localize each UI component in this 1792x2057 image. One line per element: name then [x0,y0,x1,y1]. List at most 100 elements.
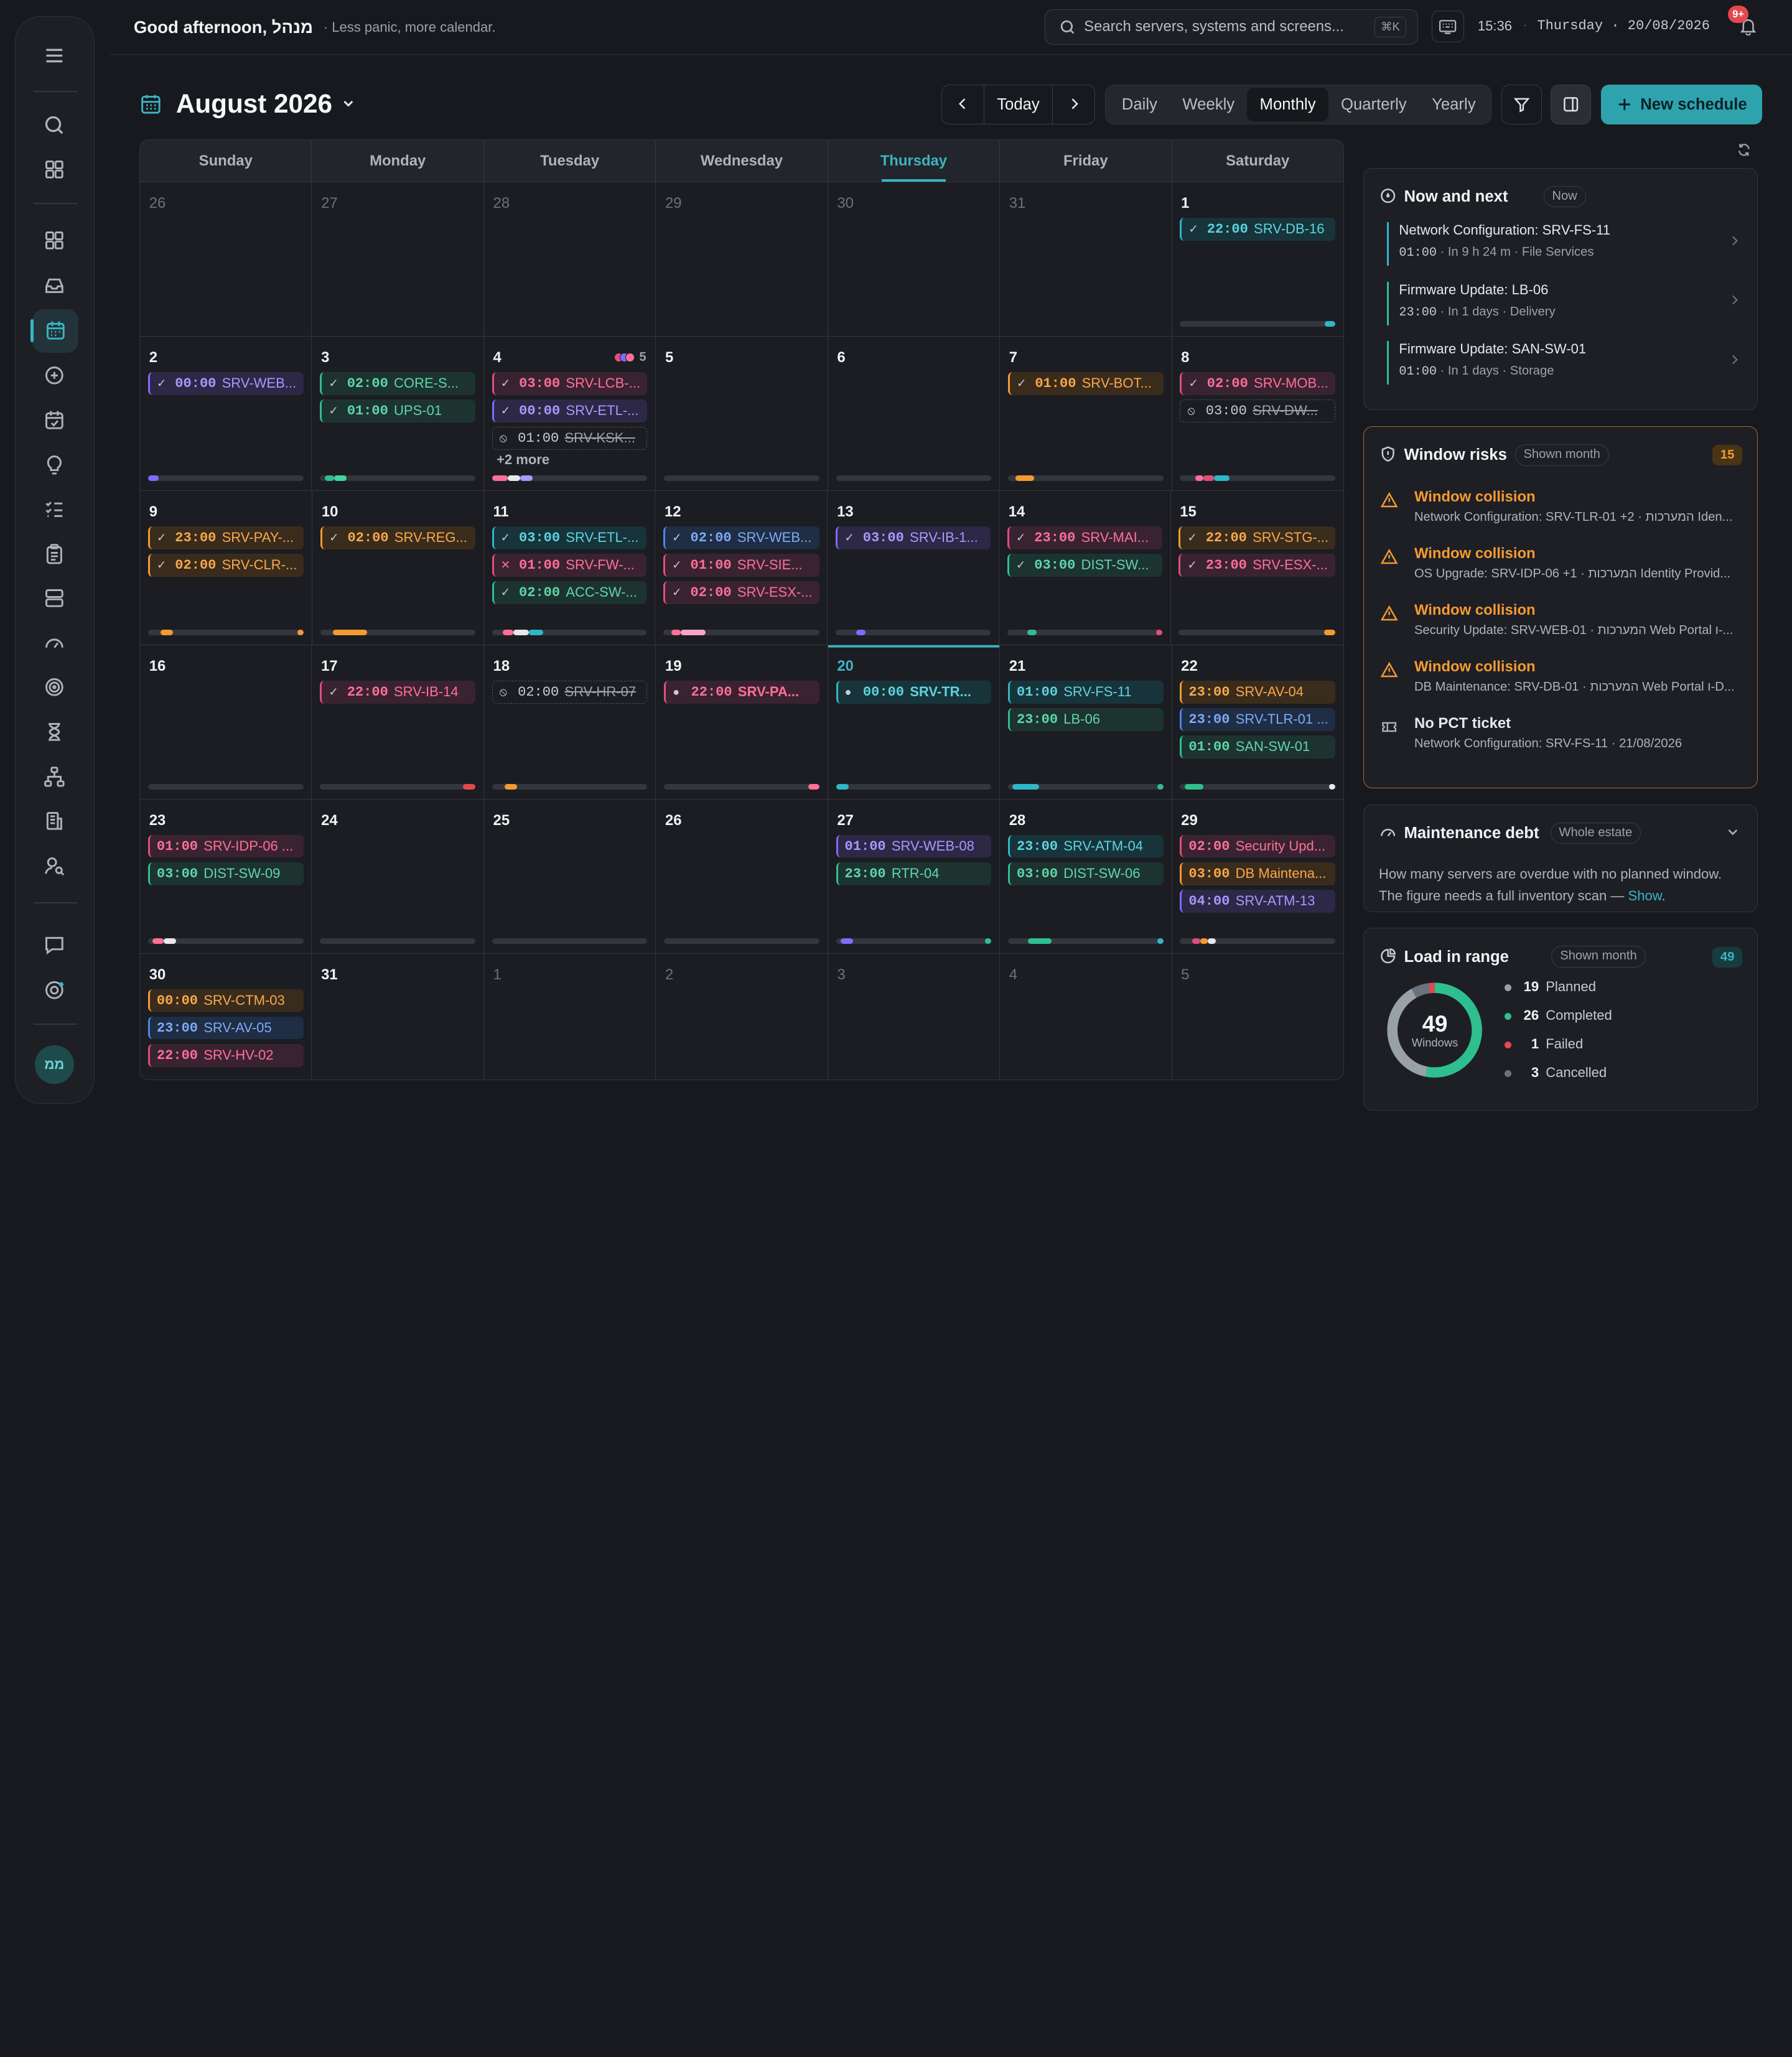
view-tab-quarterly[interactable]: Quarterly [1340,95,1407,113]
calendar-event[interactable]: ✓ 02:00 CORE-S... [320,371,476,395]
day-cell[interactable]: 22 23:00 SRV-AV-04 23:00 SRV-TLR-01 ... 01:00… [1172,645,1343,799]
day-cell[interactable]: 6 [828,336,1001,490]
day-cell[interactable]: 20 ● 00:00 SRV-TR... [828,645,1001,799]
day-cell[interactable]: 16 [140,645,312,799]
day-cell[interactable]: 29 [656,182,828,336]
avatar[interactable]: ממ [35,1045,74,1084]
day-cell[interactable]: 3 [828,953,1001,1080]
day-cell[interactable]: 3 ✓ 02:00 CORE-S... ✓ 01:00 UPS-01 [312,336,484,490]
hierarchy-icon[interactable] [40,763,68,790]
risk-item[interactable]: No PCT ticket Network Configuration: SRV-… [1380,715,1746,760]
search-input[interactable] [1084,16,1358,37]
day-cell[interactable]: 1 [484,953,656,1080]
risk-item[interactable]: Window collision Network Configuration: S… [1380,488,1746,534]
today-button[interactable]: Today [983,85,1053,124]
calendar-event[interactable]: ⦸ 01:00 SRV-KSK... [492,427,648,450]
calendar-event[interactable]: 23:00 SRV-TLR-01 ... [1180,707,1336,731]
show-link[interactable]: Show [1628,887,1662,903]
checklist-icon[interactable] [40,495,68,523]
day-cell[interactable]: 2 [656,953,828,1080]
chevron-down-icon[interactable] [340,96,357,112]
inbox-icon[interactable] [40,271,68,299]
more-events-link[interactable]: +2 more [497,452,550,468]
user-search-icon[interactable] [40,852,68,879]
view-tab-weekly[interactable]: Weekly [1182,95,1235,113]
target-icon[interactable] [40,674,68,701]
calendar-event[interactable]: 23:00 SRV-AV-04 [1180,680,1336,704]
day-cell[interactable]: 26 [140,182,312,336]
lightbulb-icon[interactable] [40,451,68,478]
upcoming-item[interactable]: Network Configuration: SRV-FS-11 01:00 · … [1386,222,1750,266]
day-cell[interactable]: 4 5 ✓ 03:00 SRV-LCB-... ✓ 00:00 SRV-ETL-... ⦸ 01:… [484,336,656,490]
calendar-event[interactable]: 23:00 SRV-ATM-04 [1007,834,1164,858]
risk-item[interactable]: No PCT ticket [1380,772,1746,773]
calendar-event[interactable]: ✓ 01:00 UPS-01 [320,399,476,422]
calendar-event[interactable]: 02:00 Security Upd... [1180,834,1336,858]
view-tab-yearly[interactable]: Yearly [1432,95,1476,113]
calendar-event[interactable]: ✓ 02:00 SRV-CLR-... [147,553,304,577]
support-icon[interactable] [40,977,68,1004]
calendar-event[interactable]: ✓ 03:00 SRV-ETL-... [492,526,647,549]
calendar-icon[interactable] [30,309,78,353]
day-cell[interactable]: 27 [312,182,484,336]
day-cell[interactable]: 19 ● 22:00 SRV-PA... [656,645,828,799]
chevron-down-icon[interactable] [1725,824,1741,841]
day-cell[interactable]: 2 ✓ 00:00 SRV-WEB... [140,336,312,490]
refresh-icon[interactable] [1736,142,1752,158]
day-cell[interactable]: 24 [312,799,484,953]
risk-item[interactable]: Window collision OS Upgrade: SRV-IDP-06 +… [1380,545,1746,590]
day-cell[interactable]: 4 [1000,953,1172,1080]
day-cell[interactable]: 8 ✓ 02:00 SRV-MOB... ⦸ 03:00 SRV-DW... [1172,337,1343,490]
day-cell[interactable]: 30 00:00 SRV-CTM-03 23:00 SRV-AV-05 22:00 SRV-… [140,953,312,1080]
day-cell[interactable]: 23 01:00 SRV-IDP-06 ... 03:00 DIST-SW-09 [140,799,312,953]
dashboard-icon[interactable] [40,227,68,254]
toggle-panel-button[interactable] [1551,84,1591,125]
day-cell[interactable]: 17 ✓ 22:00 SRV-IB-14 [312,645,484,799]
calendar-event[interactable]: ✓ 03:00 SRV-LCB-... [492,371,648,395]
day-cell[interactable]: 7 ✓ 01:00 SRV-BOT... [1000,336,1172,490]
day-cell[interactable]: 15 ✓ 22:00 SRV-STG-... ✓ 23:00 SRV-ESX-... [1171,491,1343,645]
calendar-check-icon[interactable] [40,406,68,434]
calendar-event[interactable]: 01:00 SRV-FS-11 [1007,680,1164,704]
server-icon[interactable] [40,585,68,612]
bell-icon[interactable] [1738,16,1758,35]
calendar-event[interactable]: 01:00 SRV-WEB-08 [836,834,992,858]
day-cell[interactable]: 10 ✓ 02:00 SRV-REG... [312,490,484,645]
calendar-event[interactable]: ✓ 23:00 SRV-PAY-... [147,526,304,549]
prev-month-button[interactable] [942,85,983,123]
risk-item[interactable]: Window collision Security Update: SRV-WEB… [1380,602,1746,647]
calendar-event[interactable]: ✓ 03:00 SRV-IB-1... [836,526,991,549]
calendar-event[interactable]: 03:00 DIST-SW-09 [147,862,304,885]
calendar-event[interactable]: ✓ 00:00 SRV-WEB... [147,371,304,395]
calendar-event[interactable]: 23:00 RTR-04 [836,862,992,885]
search-box[interactable]: ⌘K [1044,9,1419,45]
day-cell[interactable]: 27 01:00 SRV-WEB-08 23:00 RTR-04 [828,799,1001,953]
upcoming-item[interactable]: Firmware Update: LB-06 23:00 · In 1 days … [1386,281,1750,325]
calendar-event[interactable]: 03:00 DB Maintena... [1180,862,1336,885]
calendar-event[interactable]: ● 00:00 SRV-TR... [836,680,992,704]
calendar-event[interactable]: 23:00 SRV-AV-05 [147,1016,304,1040]
day-cell[interactable]: 28 [484,182,656,336]
calendar-event[interactable]: 01:00 SAN-SW-01 [1180,735,1336,758]
calendar-event[interactable]: ✓ 01:00 SRV-BOT... [1007,371,1164,395]
day-cell[interactable]: 28 23:00 SRV-ATM-04 03:00 DIST-SW-06 [1000,799,1172,953]
day-cell[interactable]: 18 ⦸ 02:00 SRV-HR-07 [484,645,656,799]
day-cell[interactable]: 25 [484,799,656,953]
calendar-event[interactable]: ✓ 22:00 SRV-DB-16 [1180,217,1336,241]
building-icon[interactable] [40,808,68,835]
search-icon[interactable] [40,111,68,139]
chat-icon[interactable] [40,931,68,958]
risk-item[interactable]: Window collision DB Maintenance: SRV-DB-0… [1380,658,1746,704]
new-schedule-button[interactable]: New schedule [1601,84,1763,125]
next-month-button[interactable] [1053,85,1094,123]
calendar-event[interactable]: ✓ 01:00 SRV-SIE... [663,553,819,577]
day-cell[interactable]: 5 [1172,954,1343,1080]
day-cell[interactable]: 21 01:00 SRV-FS-11 23:00 LB-06 [1000,645,1172,799]
add-circle-icon[interactable] [40,361,68,389]
upcoming-item[interactable]: Firmware Update: SAN-SW-01 01:00 · In 1 d… [1386,341,1750,385]
day-cell[interactable]: 9 ✓ 23:00 SRV-PAY-... ✓ 02:00 SRV-CLR-... [140,490,313,645]
filter-button[interactable] [1501,84,1542,125]
apps-grid-icon[interactable] [40,156,68,184]
calendar-event[interactable]: ✕ 01:00 SRV-FW-... [492,553,647,577]
calendar-event[interactable]: 00:00 SRV-CTM-03 [147,989,304,1012]
